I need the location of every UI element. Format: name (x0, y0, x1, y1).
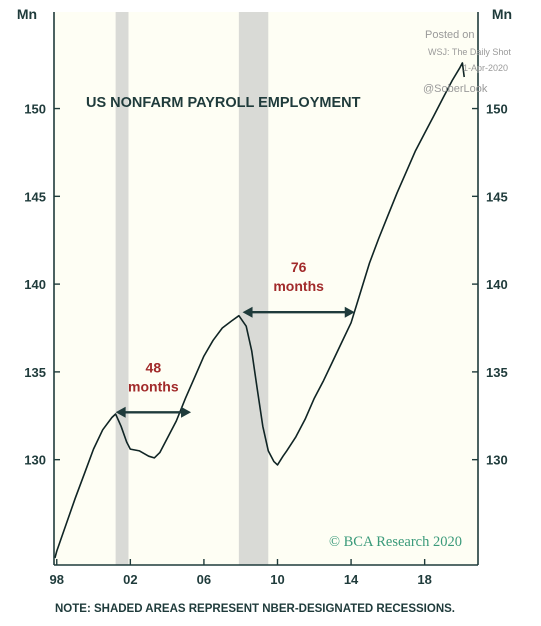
annotation-value-0: 48 (146, 359, 162, 375)
y-tick-label-right-3: 145 (486, 189, 508, 204)
y-tick-label-left-4: 150 (24, 102, 46, 117)
source-credit: © BCA Research 2020 (329, 534, 462, 550)
watermark: Posted on WSJ: The Daily Shot 1-Apr-2020… (423, 29, 511, 95)
watermark-line-date: 1-Apr-2020 (463, 63, 508, 73)
chart-title: US NONFARM PAYROLL EMPLOYMENT (86, 95, 361, 111)
y-unit-right: Mn (492, 6, 512, 22)
y-tick-label-right-1: 135 (486, 365, 508, 380)
watermark-line-posted: Posted on (425, 29, 475, 41)
y-tick-label-right-0: 130 (486, 453, 508, 468)
recession-band-0 (115, 12, 129, 565)
y-tick-label-left-1: 135 (24, 365, 46, 380)
y-tick-label-left-3: 145 (24, 189, 46, 204)
annotations: 48 months 76 months (115, 259, 355, 418)
recession-shading (115, 12, 269, 565)
annotation-value-1: 76 (291, 259, 307, 275)
x-tick-label-1: 02 (123, 572, 137, 587)
x-tick-label-4: 14 (344, 572, 359, 587)
x-tick-label-0: 98 (50, 572, 64, 587)
x-tick-label-2: 06 (197, 572, 211, 587)
x-tick-label-5: 18 (417, 572, 431, 587)
annotation-unit-0: months (128, 378, 179, 394)
x-tick-label-3: 10 (270, 572, 284, 587)
y-tick-label-left-0: 130 (24, 453, 46, 468)
watermark-line-source: WSJ: The Daily Shot (428, 47, 511, 57)
arrowhead-right-1 (344, 306, 355, 318)
x-axis-ticks: 98 02 06 10 14 18 (50, 559, 432, 587)
recession-band-1 (238, 12, 269, 565)
y-tick-label-left-2: 140 (24, 277, 46, 292)
arrowhead-left-1 (242, 306, 253, 318)
footnote: NOTE: SHADED AREAS REPRESENT NBER-DESIGN… (55, 603, 455, 615)
series-line-payroll (54, 62, 465, 559)
watermark-line-handle: @SoberLook (423, 83, 488, 95)
y-axis-ticks: 130 130 135 135 140 140 145 145 150 150 (24, 102, 507, 468)
y-tick-label-right-4: 150 (486, 102, 508, 117)
y-unit-left: Mn (17, 6, 37, 22)
y-tick-label-right-2: 140 (486, 277, 508, 292)
arrowhead-right-0 (181, 406, 192, 418)
arrowhead-left-0 (115, 406, 126, 418)
annotation-unit-1: months (273, 278, 324, 294)
